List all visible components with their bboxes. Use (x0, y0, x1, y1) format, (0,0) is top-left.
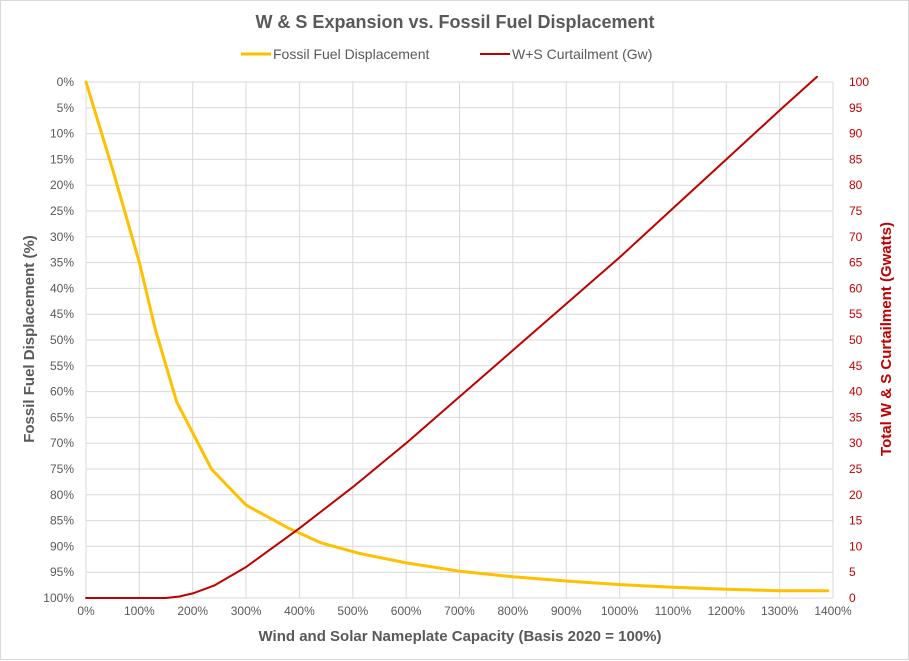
legend-label-fossil-fuel-displacement: Fossil Fuel Displacement (273, 46, 429, 62)
y2-tick-label: 40 (849, 385, 863, 399)
y-axis-title: Fossil Fuel Displacement (%) (21, 235, 38, 443)
x-tick-label: 200% (177, 604, 208, 618)
chart-title: W & S Expansion vs. Fossil Fuel Displace… (255, 12, 654, 32)
y-axis-ticks: 0% 5% 10% 15% 20% 25% 30% 35% 40% 45% 50% 55% 60% 65%… (43, 75, 74, 605)
y-tick-label: 95% (50, 565, 74, 579)
y-tick-label: 85% (50, 514, 74, 528)
y-tick-label: 0% (57, 75, 75, 89)
y-tick-label: 35% (50, 256, 74, 270)
y2-tick-label: 95 (849, 101, 863, 115)
y2-tick-label: 55 (849, 307, 863, 321)
y-tick-label: 55% (50, 359, 74, 373)
y-tick-label: 65% (50, 410, 74, 424)
y2-tick-label: 10 (849, 539, 863, 553)
y2-tick-label: 5 (849, 565, 856, 579)
x-axis-ticks: 0% 100% 200% 300% 400% 500% 600% 700% 800% 900% 10… (77, 604, 852, 618)
legend: Fossil Fuel Displacement W+S Curtailment… (241, 46, 652, 62)
x-tick-label: 800% (498, 604, 529, 618)
series-line-curtailment (85, 75, 818, 599)
y-tick-label: 45% (50, 307, 74, 321)
y-tick-label: 40% (50, 281, 74, 295)
y2-tick-label: 85 (849, 152, 863, 166)
gridlines (85, 81, 834, 599)
x-tick-label: 100% (124, 604, 155, 618)
y-tick-label: 20% (50, 178, 74, 192)
x-tick-label: 1300% (761, 604, 799, 618)
legend-label-curtailment: W+S Curtailment (Gw) (512, 46, 652, 62)
x-tick-label: 600% (391, 604, 422, 618)
y2-tick-label: 0 (849, 591, 856, 605)
x-tick-label: 1100% (655, 604, 692, 618)
y2-axis-ticks: 0 5 10 15 20 25 30 35 40 45 50 55 60 65 70 75 80 85 90 95 10… (849, 75, 869, 605)
y-tick-label: 90% (50, 539, 74, 553)
y-tick-label: 10% (50, 127, 74, 141)
y-tick-label: 5% (57, 101, 75, 115)
y2-tick-label: 30 (849, 436, 863, 450)
y-tick-label: 50% (50, 333, 74, 347)
x-tick-label: 1000% (601, 604, 639, 618)
y-tick-label: 60% (50, 385, 74, 399)
series-lines (84, 75, 830, 599)
y2-tick-label: 60 (849, 281, 863, 295)
y2-tick-label: 100 (849, 75, 869, 89)
x-tick-label: 900% (551, 604, 582, 618)
x-tick-label: 500% (337, 604, 368, 618)
y2-tick-label: 50 (849, 333, 863, 347)
y-tick-label: 80% (50, 488, 74, 502)
y2-tick-label: 75 (849, 204, 863, 218)
y2-tick-label: 15 (849, 514, 863, 528)
y2-tick-label: 90 (849, 127, 863, 141)
y-tick-label: 25% (50, 204, 74, 218)
y2-tick-label: 80 (849, 178, 863, 192)
y2-axis-title: Total W & S Curtailment (Gwatts) (878, 222, 895, 456)
x-tick-label: 1400% (814, 604, 852, 618)
y2-tick-label: 35 (849, 410, 863, 424)
x-tick-label: 300% (231, 604, 262, 618)
x-tick-label: 400% (284, 604, 315, 618)
y-tick-label: 100% (43, 591, 74, 605)
x-tick-label: 700% (444, 604, 475, 618)
y-tick-label: 70% (50, 436, 74, 450)
x-tick-label: 1200% (708, 604, 746, 618)
y-tick-label: 15% (50, 152, 74, 166)
y2-tick-label: 25 (849, 462, 863, 476)
y2-tick-label: 45 (849, 359, 863, 373)
y2-tick-label: 65 (849, 256, 863, 270)
y-tick-label: 75% (50, 462, 74, 476)
x-tick-label: 0% (77, 604, 95, 618)
x-axis-title: Wind and Solar Nameplate Capacity (Basis… (259, 628, 662, 645)
y2-tick-label: 70 (849, 230, 863, 244)
y-tick-label: 30% (50, 230, 74, 244)
series-line-fossil-fuel-displacement (84, 80, 830, 593)
y2-tick-label: 20 (849, 488, 863, 502)
